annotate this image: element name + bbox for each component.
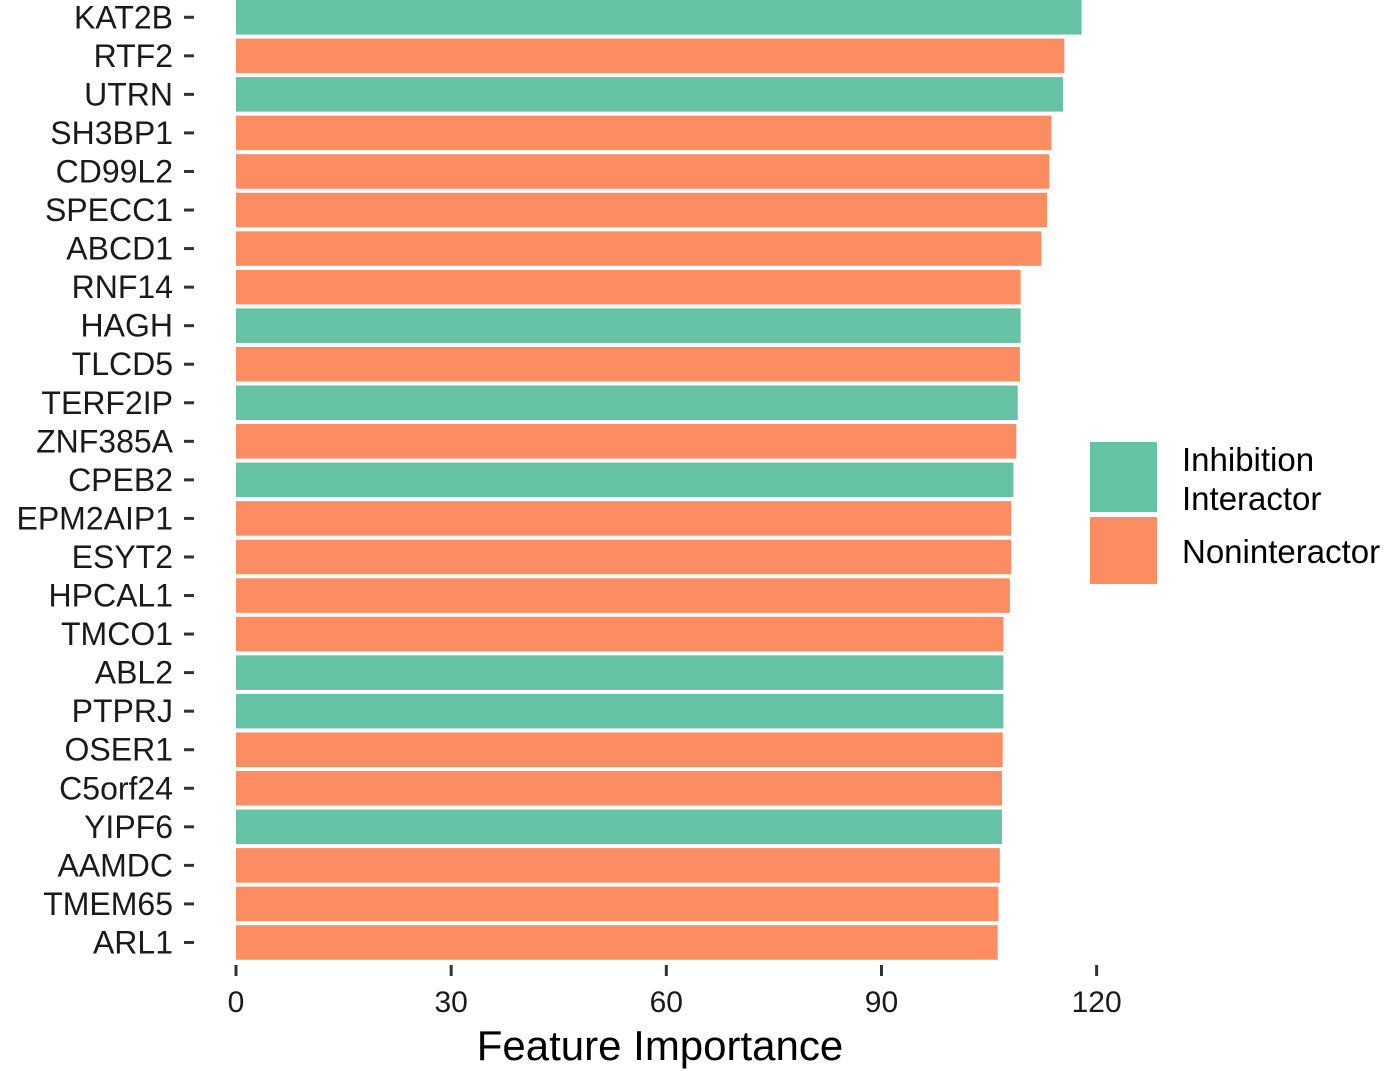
bar-znf385a [236,424,1017,459]
x-tick-label: 90 [865,986,898,1019]
y-tick-label: YIPF6 [84,809,173,845]
bar-arl1 [236,925,998,960]
x-axis-title: Feature Importance [477,1022,844,1069]
y-tick-label: KAT2B [74,0,173,35]
bar-abcd1 [236,231,1042,266]
legend-key-noninteractor [1088,515,1159,586]
bar-kat2b [236,0,1082,35]
bar-sh3bp1 [236,115,1052,151]
bar-abl2 [236,655,1004,690]
y-tick-label: UTRN [84,76,173,112]
x-tick-label: 60 [650,986,683,1019]
bar-ptprj [236,693,1004,729]
y-tick-label: RTF2 [94,38,173,74]
y-tick-label: SH3BP1 [50,115,173,151]
bar-aamdc [236,848,1000,883]
x-tick-label: 30 [434,986,467,1019]
y-tick-label: AAMDC [57,847,173,883]
bar-oser1 [236,732,1003,767]
bar-tmem65 [236,886,999,922]
y-tick-label: ARL1 [93,924,173,960]
y-tick-label: ESYT2 [72,539,173,575]
y-tick-label: TLCD5 [72,346,173,382]
bar-rtf2 [236,38,1065,74]
bar-tlcd5 [236,346,1020,382]
y-tick-label: ABL2 [95,655,173,691]
y-tick-label: TMEM65 [43,886,173,922]
y-tick-label: ZNF385A [36,423,174,459]
bar-rnf14 [236,269,1021,305]
bar-specc1 [236,192,1048,228]
x-tick-label: 0 [228,986,245,1019]
y-axis: KAT2BRTF2UTRNSH3BP1CD99L2SPECC1ABCD1RNF1… [16,0,194,960]
bar-c5orf24 [236,771,1002,806]
y-tick-label: RNF14 [72,269,173,305]
bar-terf2ip [236,385,1018,421]
x-axis: 0 30 60 90 120 [228,965,1122,1019]
bar-hpcal1 [236,578,1010,613]
y-tick-label: OSER1 [65,732,173,768]
y-tick-label: SPECC1 [45,192,173,228]
y-tick-label: HPCAL1 [49,578,174,614]
bar-esyt2 [236,539,1012,575]
y-tick-label: CD99L2 [56,153,173,189]
legend-label-inhibition: Inhibition [1182,441,1314,478]
legend-key-inhibition [1088,440,1159,514]
legend-label-inhibition: Interactor [1182,480,1321,517]
bars-layer [236,0,1082,960]
y-tick-label: HAGH [81,308,173,344]
bar-utrn [236,77,1063,112]
y-tick-label: ABCD1 [66,231,173,267]
y-tick-label: EPM2AIP1 [16,500,173,536]
bar-epm2aip1 [236,501,1012,536]
bar-yipf6 [236,809,1002,845]
y-tick-label: TERF2IP [41,385,173,421]
legend-label-noninteractor: Noninteractor [1182,533,1380,570]
y-tick-label: PTPRJ [72,693,173,729]
y-tick-label: TMCO1 [61,616,173,652]
x-tick-label: 120 [1072,986,1122,1019]
bar-hagh [236,308,1021,343]
y-tick-label: CPEB2 [68,462,173,498]
bar-cd99l2 [236,154,1050,189]
bar-cpeb2 [236,462,1014,498]
bar-tmco1 [236,616,1004,652]
y-tick-label: C5orf24 [59,770,173,806]
